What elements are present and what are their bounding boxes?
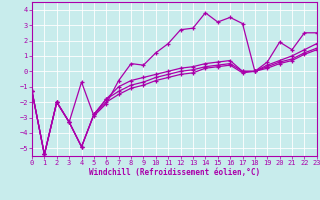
X-axis label: Windchill (Refroidissement éolien,°C): Windchill (Refroidissement éolien,°C) bbox=[89, 168, 260, 177]
